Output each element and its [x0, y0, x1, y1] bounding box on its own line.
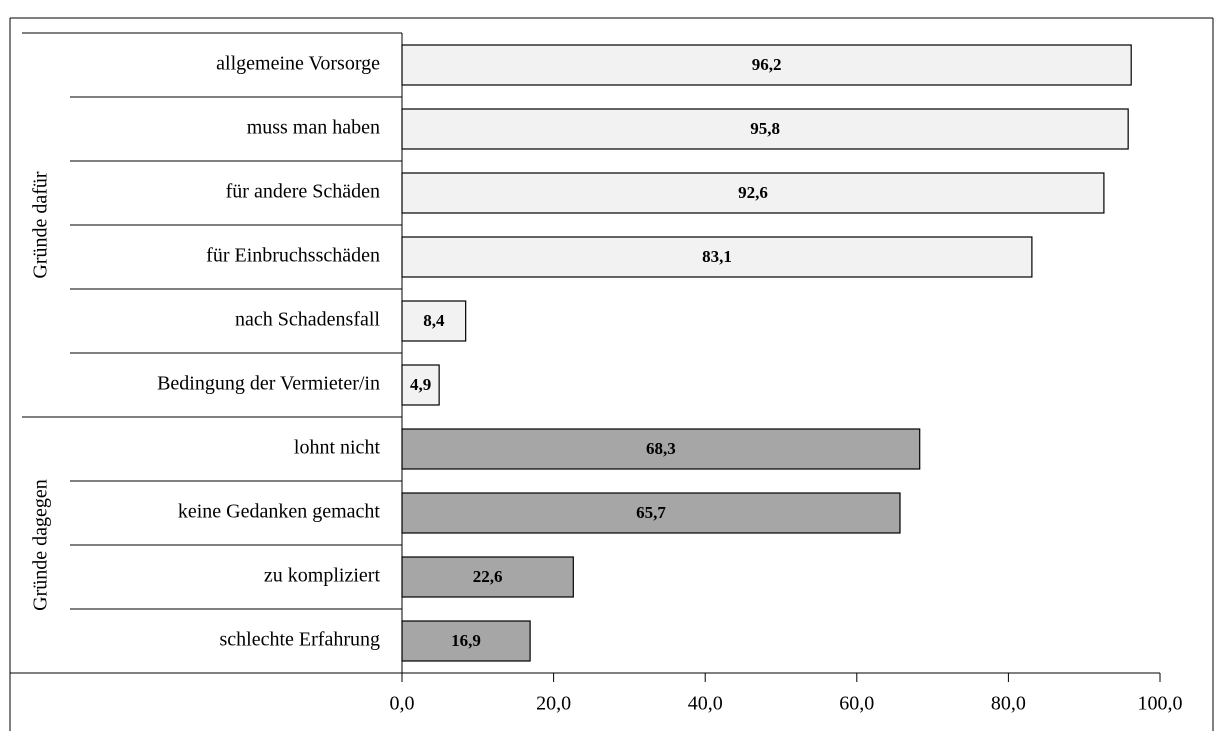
y-tick-label: zu kompliziert — [264, 565, 381, 587]
y-tick-label: keine Gedanken gemacht — [178, 501, 381, 523]
bar — [401, 556, 574, 598]
y-tick-label: lohnt nicht — [294, 437, 381, 459]
x-tick-label: 40,0 — [688, 693, 723, 715]
group-label: Gründe dafür — [30, 171, 52, 279]
group-label: Gründe dagegen — [30, 479, 52, 611]
x-tick-label: 20,0 — [536, 693, 571, 715]
y-tick-label: Bedingung der Vermieter/in — [157, 373, 380, 395]
value-label: 95,8 — [750, 119, 780, 138]
value-label: 65,7 — [636, 503, 666, 522]
y-tick-label: allgemeine Vorsorge — [216, 53, 380, 75]
y-tick-label: schlechte Erfahrung — [220, 629, 380, 651]
bar — [401, 44, 1132, 86]
y-tick-label: für andere Schäden — [226, 181, 380, 203]
bar — [401, 300, 467, 342]
value-label: 83,1 — [702, 247, 732, 266]
x-tick-label: 80,0 — [991, 693, 1026, 715]
bar — [401, 364, 440, 406]
value-label: 8,4 — [423, 311, 445, 330]
value-label: 22,6 — [473, 567, 503, 586]
bar — [401, 620, 531, 662]
value-label: 68,3 — [646, 439, 676, 458]
y-tick-label: für Einbruchsschäden — [206, 245, 380, 267]
x-tick-label: 0,0 — [390, 693, 415, 715]
value-label: 96,2 — [752, 55, 782, 74]
y-tick-label: nach Schadensfall — [235, 309, 380, 331]
value-label: 16,9 — [451, 631, 481, 650]
bar — [401, 492, 901, 534]
x-tick-label: 100,0 — [1138, 693, 1183, 715]
bar — [401, 428, 921, 470]
x-tick-label: 60,0 — [839, 693, 874, 715]
value-label: 92,6 — [738, 183, 768, 202]
y-tick-label: muss man haben — [247, 117, 380, 139]
value-label: 4,9 — [410, 375, 431, 394]
bar — [401, 172, 1105, 214]
